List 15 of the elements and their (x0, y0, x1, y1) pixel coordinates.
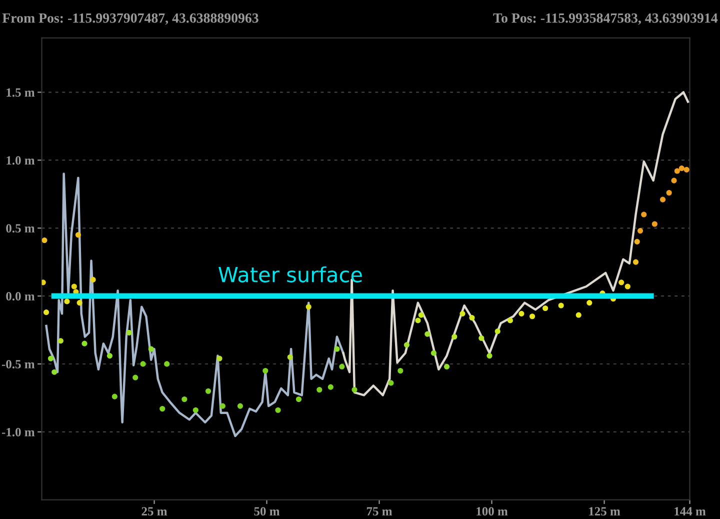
x-tick-label: 75 m (366, 507, 392, 516)
x-tick-label: 25 m (142, 507, 168, 516)
y-tick-label: 1.5 m (6, 88, 35, 97)
x-tick-label: 125 m (589, 507, 620, 516)
series-label: Water surface (218, 266, 362, 282)
y-tick-label: 0.0 m (6, 292, 35, 301)
y-tick-label: 0.5 m (6, 224, 35, 233)
y-tick-label: 1.0 m (6, 156, 35, 165)
y-tick-label: -0.5 m (2, 360, 35, 368)
x-tick-label: 50 m (254, 507, 280, 516)
x-tick-label: 144 m (674, 507, 706, 516)
x-tick-label: 100 m (476, 507, 508, 516)
text: From Pos: -115.9937907487, 43.6388890963 (2, 13, 258, 25)
y-tick-label: -1.0 m (2, 428, 35, 436)
text: To Pos: -115.9935847583, 43.63903914 (493, 13, 718, 25)
